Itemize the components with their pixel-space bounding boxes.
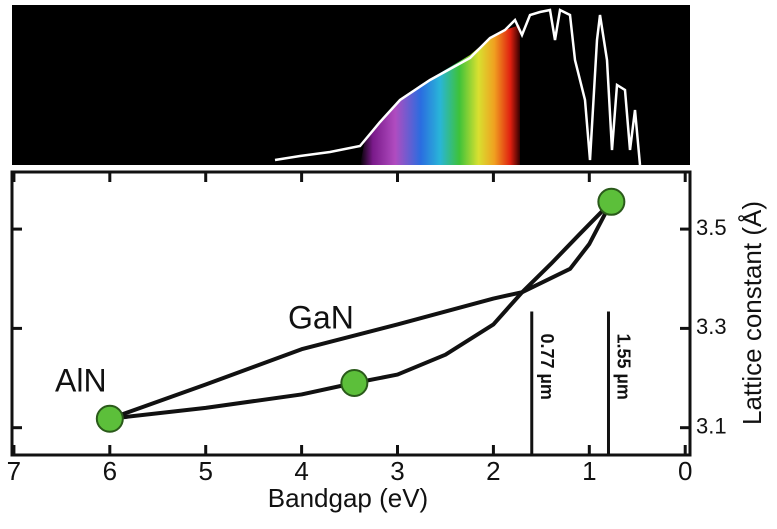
material-point [340,369,369,398]
x-tick-label: 2 [486,456,500,486]
spectrum-colors [360,25,520,165]
wavelength-label: 1.55 µm [614,334,634,400]
spectrum-background [12,5,690,165]
spectrum-line [274,8,642,166]
x-tick-label: 1 [582,456,596,486]
plot-frame [10,170,692,457]
y-axis-label: Lattice constant (Å) [737,201,767,425]
x-tick-label: 0 [678,456,692,486]
x-tick-label: 7 [7,456,21,486]
material-label: AlN [55,362,107,398]
wavelength-label: 0.77 µm [537,334,557,400]
bowing-curve [109,200,613,421]
bowing-curve [109,200,614,421]
material-point [95,404,124,433]
x-tick-label: 5 [198,456,212,486]
material-label: GaN [288,299,354,335]
spectrum-panel [12,5,690,166]
y-tick-label: 3.5 [696,215,727,240]
material-point [597,187,626,216]
y-tick-label: 3.3 [696,314,727,339]
x-tick-label: 6 [103,456,117,486]
x-axis-label: Bandgap (eV) [268,483,428,513]
x-tick-label: 3 [390,456,404,486]
x-tick-label: 4 [294,456,308,486]
y-tick-label: 3.1 [696,414,727,439]
